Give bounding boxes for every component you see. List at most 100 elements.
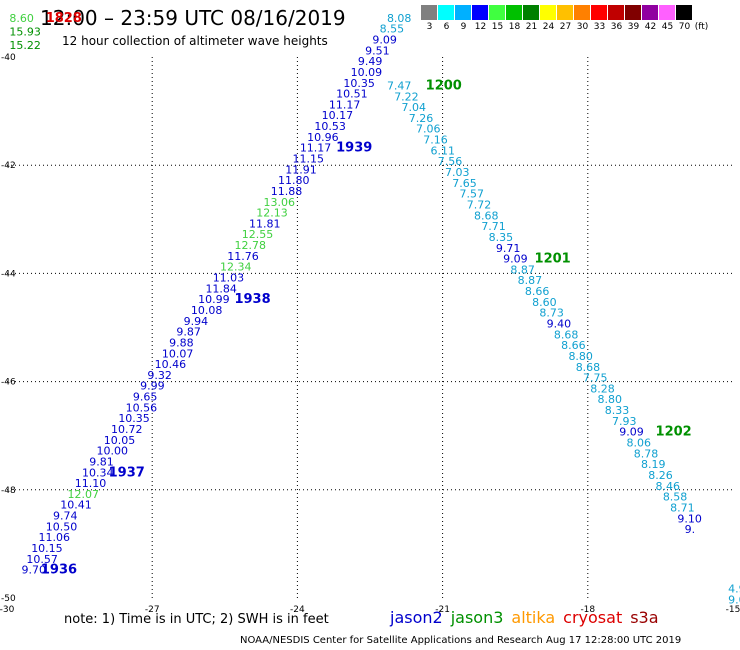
lon-tick-label: -18 bbox=[580, 605, 595, 615]
wave-height-value: 10.96 bbox=[307, 131, 339, 144]
wave-height-value: 8.87 bbox=[510, 263, 535, 276]
wave-height-value: 11.10 bbox=[75, 477, 107, 490]
wave-height-value: 10.07 bbox=[162, 347, 194, 360]
colorbar-tick-label: 70 bbox=[678, 22, 691, 32]
lon-tick-label: -27 bbox=[145, 605, 160, 615]
colorbar-swatch bbox=[591, 5, 608, 20]
colorbar-swatch bbox=[540, 5, 557, 20]
wave-height-value: 9.99 bbox=[140, 380, 165, 393]
colorbar-tick-label: 30 bbox=[576, 22, 589, 32]
pass-time-label: 1201 bbox=[535, 252, 571, 267]
wave-height-value: 8.60 bbox=[532, 296, 557, 309]
wave-height-value: 9.09 bbox=[372, 33, 397, 46]
legend-entry-cryosat: cryosat bbox=[563, 608, 623, 627]
wave-height-value: 13.06 bbox=[264, 196, 296, 209]
map-title: 12:00 – 23:59 UTC 08/16/2019 bbox=[40, 6, 346, 30]
wave-height-value: 11.17 bbox=[300, 142, 332, 155]
map-subtitle: 12 hour collection of altimeter wave hei… bbox=[62, 34, 328, 48]
wave-height-value: 15.93 bbox=[9, 25, 40, 38]
wave-height-colorbar: 3 6 9 12 15 18 21 24 27 30 33 36 39 42 45 70 (ft) bbox=[421, 5, 710, 32]
lon-tick-label: -30 bbox=[0, 605, 15, 615]
wave-height-value: 10.09 bbox=[351, 66, 383, 79]
lat-tick-label: -44 bbox=[1, 269, 16, 279]
wave-height-value: 8.87 bbox=[518, 274, 543, 287]
pass-time-label: 1938 bbox=[234, 292, 270, 307]
colorbar-swatch bbox=[625, 5, 642, 20]
colorbar-swatch bbox=[676, 5, 693, 20]
wave-height-value: 12.07 bbox=[68, 488, 100, 501]
colorbar-tick-label: 3 bbox=[426, 22, 433, 32]
wave-height-value: 10.53 bbox=[314, 120, 346, 133]
wave-height-value: 10.15 bbox=[31, 542, 63, 555]
wave-height-value: 9.51 bbox=[365, 44, 390, 57]
wave-height-value: 7.93 bbox=[612, 415, 637, 428]
colorbar-swatch bbox=[472, 5, 489, 20]
wave-height-value: 7.72 bbox=[467, 198, 492, 211]
wave-height-value: 7.65 bbox=[452, 177, 477, 190]
wave-height-value: 11.06 bbox=[38, 531, 70, 544]
colorbar-swatch bbox=[557, 5, 574, 20]
wave-height-value: 9.09 bbox=[619, 426, 644, 439]
wave-height-value: 10.51 bbox=[336, 88, 368, 101]
pass-time-label: 1828 bbox=[46, 11, 82, 26]
wave-height-value: 9.49 bbox=[358, 55, 383, 68]
wave-height-value: 8.06 bbox=[627, 437, 652, 450]
colorbar-tick-label: 36 bbox=[610, 22, 623, 32]
wave-height-value: 9.10 bbox=[677, 512, 702, 525]
colorbar-tick-label: 21 bbox=[525, 22, 538, 32]
wave-height-value: 9.09 bbox=[503, 253, 527, 266]
wave-height-value: 8.19 bbox=[641, 458, 666, 471]
wave-height-value: 7.16 bbox=[423, 134, 448, 147]
colorbar-swatch bbox=[455, 5, 472, 20]
wave-height-value: 8.68 bbox=[576, 361, 601, 374]
lon-tick-label: -15 bbox=[726, 605, 740, 615]
wave-height-value: 10.72 bbox=[111, 423, 143, 436]
wave-height-value: 8.26 bbox=[648, 469, 673, 482]
wave-height-value: 10.35 bbox=[118, 412, 150, 425]
wave-height-value: 10.57 bbox=[26, 553, 58, 566]
wave-height-value: 9. bbox=[685, 523, 696, 536]
colorbar-tick-label: 33 bbox=[593, 22, 606, 32]
lon-tick-label: -21 bbox=[435, 605, 450, 615]
wave-height-value: 9.87 bbox=[176, 326, 201, 339]
colorbar-tick-label: 15 bbox=[491, 22, 504, 32]
wave-height-value: 7.71 bbox=[481, 220, 506, 233]
wave-height-value: 11.88 bbox=[271, 185, 303, 198]
wave-height-value: 12.34 bbox=[220, 261, 252, 274]
wave-height-value: 9.70 bbox=[22, 564, 47, 577]
colorbar-swatch bbox=[574, 5, 591, 20]
footer-note: note: 1) Time is in UTC; 2) SWH is in fe… bbox=[64, 612, 329, 627]
wave-height-value: 15.22 bbox=[9, 39, 40, 52]
wave-height-value: 10.00 bbox=[97, 445, 129, 458]
wave-height-value: 9.32 bbox=[147, 369, 172, 382]
colorbar-tick-label: 18 bbox=[508, 22, 521, 32]
pass-time-label: 1936 bbox=[41, 563, 77, 578]
wave-height-value: 11.76 bbox=[227, 250, 259, 263]
colorbar-tick-label: 12 bbox=[474, 22, 487, 32]
colorbar-tick-label: 9 bbox=[460, 22, 467, 32]
colorbar-tick-label: 45 bbox=[661, 22, 674, 32]
credit-line: NOAA/NESDIS Center for Satellite Applica… bbox=[240, 635, 682, 646]
colorbar-unit: (ft) bbox=[694, 22, 709, 32]
wave-height-value: 8.80 bbox=[597, 393, 622, 406]
wave-height-value: 8.73 bbox=[539, 307, 564, 320]
wave-height-value: 10.08 bbox=[191, 304, 223, 317]
wave-height-value: 9.71 bbox=[496, 242, 520, 255]
wave-height-value: 10.50 bbox=[46, 520, 78, 533]
wave-height-value: 10.17 bbox=[322, 109, 354, 122]
legend-entry-s3a: s3a bbox=[630, 608, 659, 627]
wave-height-value: 9.0 bbox=[728, 593, 740, 606]
wave-height-value: 11.91 bbox=[285, 163, 317, 176]
colorbar-swatch bbox=[659, 5, 676, 20]
wave-height-value: 11.15 bbox=[293, 152, 325, 165]
colorbar-swatch bbox=[421, 5, 438, 20]
wave-height-value: 10.99 bbox=[198, 293, 230, 306]
wave-height-value: 7.04 bbox=[401, 101, 426, 114]
wave-height-value: 8.33 bbox=[605, 404, 630, 417]
lon-tick-label: -24 bbox=[290, 605, 305, 615]
wave-height-value: 9.65 bbox=[133, 391, 158, 404]
wave-height-value: 9.40 bbox=[547, 318, 572, 331]
colorbar-swatch bbox=[489, 5, 506, 20]
colorbar-tick-label: 39 bbox=[627, 22, 640, 32]
